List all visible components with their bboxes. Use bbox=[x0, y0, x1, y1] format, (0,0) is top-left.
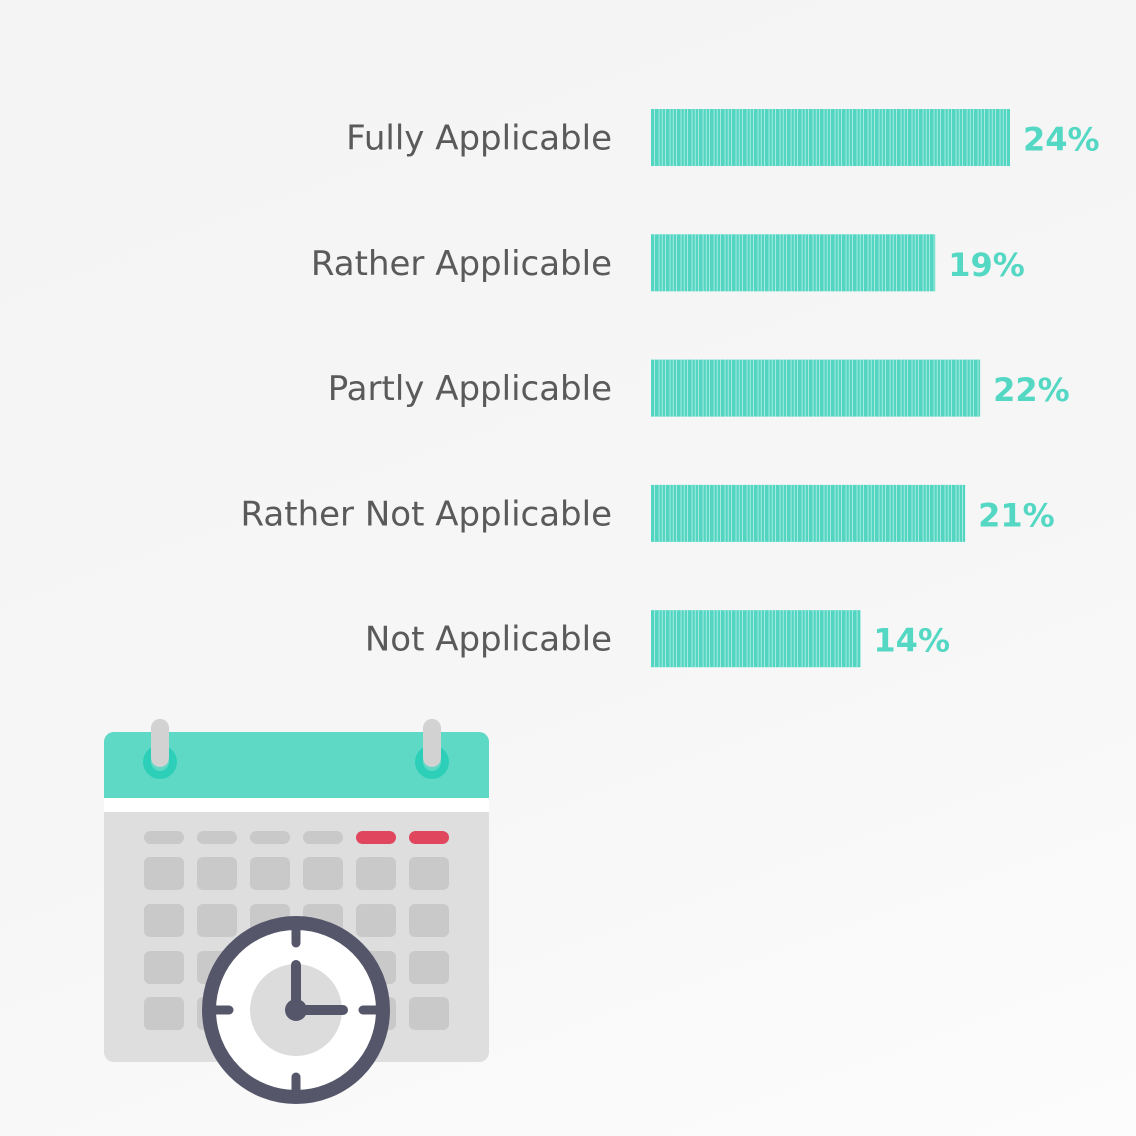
bar-texture bbox=[654, 484, 963, 542]
value-label: 24% bbox=[1023, 121, 1100, 159]
category-label: Rather Not Applicable bbox=[241, 494, 612, 534]
bar-texture bbox=[654, 610, 858, 668]
bar bbox=[651, 234, 936, 292]
category-label: Rather Applicable bbox=[311, 244, 612, 284]
bar-texture bbox=[654, 109, 1007, 166]
bar bbox=[651, 359, 981, 417]
category-label: Not Applicable bbox=[365, 620, 612, 660]
bar-texture bbox=[654, 359, 979, 417]
value-label: 22% bbox=[993, 371, 1070, 409]
clock-icon bbox=[202, 916, 390, 1104]
bar bbox=[651, 610, 861, 668]
value-label: 21% bbox=[978, 496, 1055, 534]
value-label: 14% bbox=[873, 622, 950, 660]
calendar-icon bbox=[104, 719, 489, 1104]
category-label: Partly Applicable bbox=[328, 369, 612, 409]
bar-chart: Fully Applicable 24% Rather Applicable 19% P… bbox=[241, 109, 1100, 668]
bars-layer: Fully Applicable 24% Rather Applicable 19% P… bbox=[241, 109, 1100, 668]
value-label: 19% bbox=[948, 246, 1025, 284]
bar-texture bbox=[654, 234, 935, 292]
category-label: Fully Applicable bbox=[346, 119, 612, 159]
